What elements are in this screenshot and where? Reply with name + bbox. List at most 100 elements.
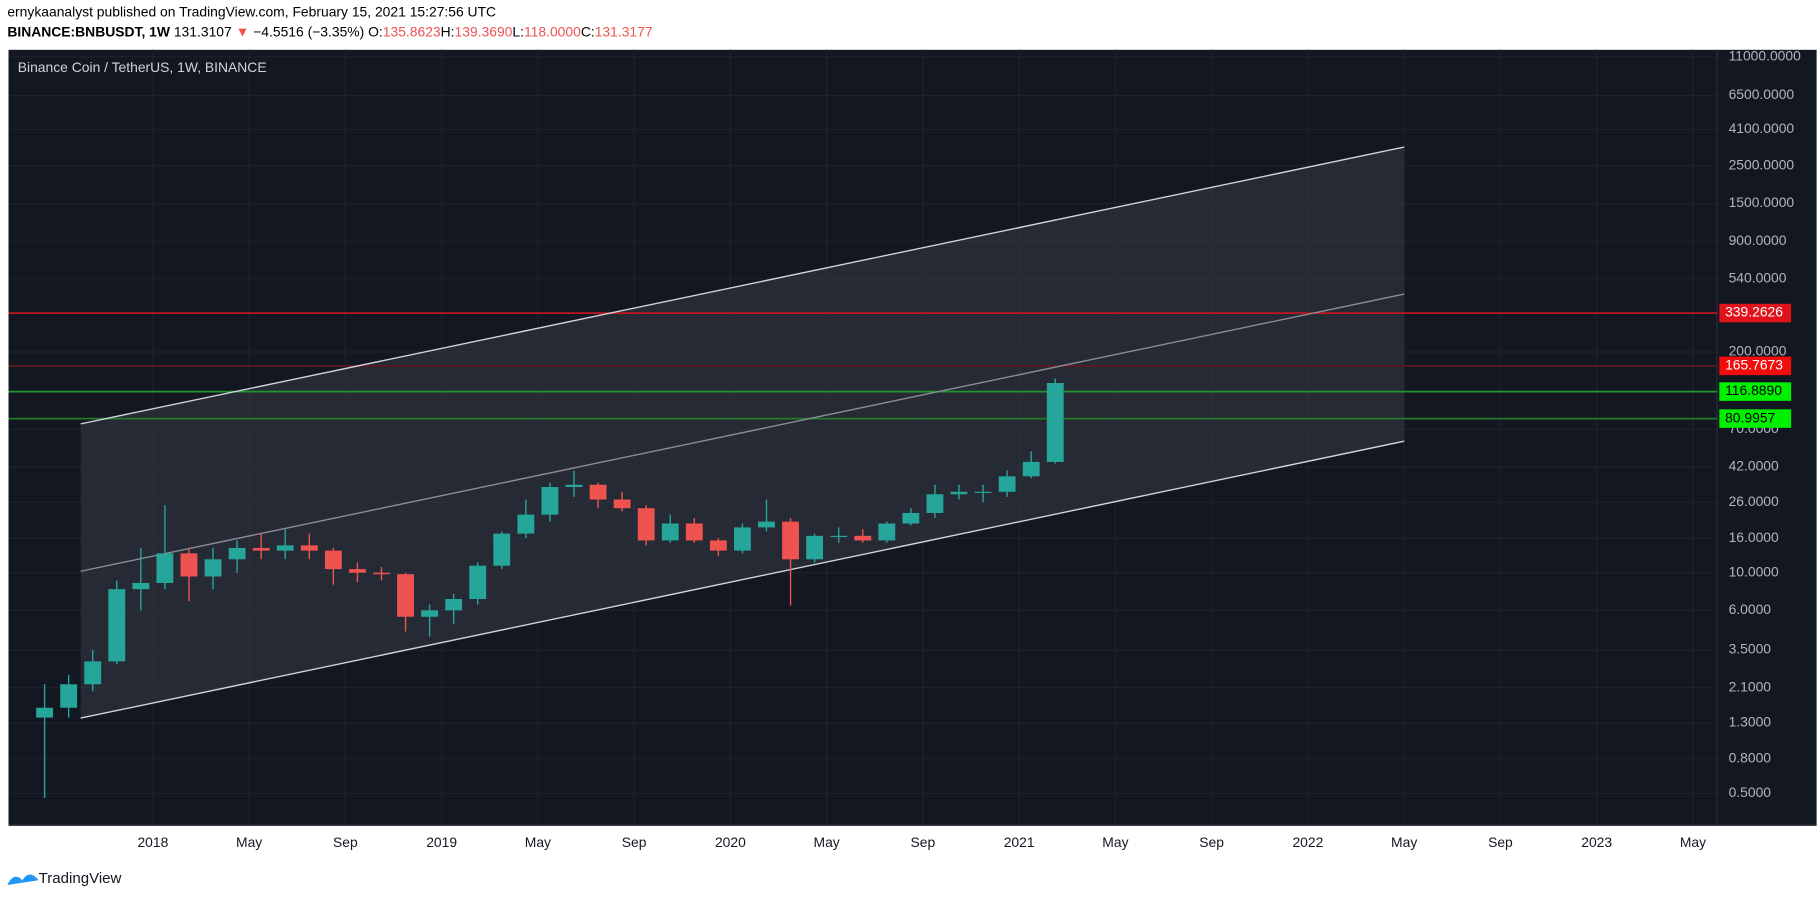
- y-tick-label: 0.5000: [1729, 784, 1772, 800]
- candle-body: [1022, 461, 1040, 477]
- x-tick-label: 2022: [1292, 834, 1323, 850]
- candle-body: [830, 535, 848, 537]
- candle-body: [60, 684, 78, 708]
- y-tick-label: 6500.0000: [1729, 86, 1795, 102]
- x-tick-label: 2023: [1581, 834, 1612, 850]
- candle-body: [156, 553, 174, 583]
- x-tick-label: 2020: [715, 834, 746, 850]
- header-line: BINANCE:BNBUSDT, 1W 131.3107 ▼ −4.5516 (…: [7, 23, 653, 39]
- x-tick-label: 2019: [426, 834, 457, 850]
- candle-body: [373, 572, 390, 575]
- candle-body: [758, 521, 775, 528]
- ohlc-value: 131.3177: [595, 23, 653, 39]
- level-label-box: [1719, 409, 1792, 428]
- candle-body: [806, 535, 824, 560]
- x-tick-label: 2018: [137, 834, 168, 850]
- candle-body: [782, 521, 799, 560]
- y-tick-label: 0.8000: [1729, 749, 1772, 765]
- x-tick-label: Sep: [333, 834, 358, 850]
- x-tick-label: May: [814, 834, 840, 850]
- x-tick-label: Sep: [622, 834, 647, 850]
- candle-body: [180, 553, 198, 577]
- level-label: 80.9957: [1725, 409, 1775, 425]
- candle-body: [734, 527, 751, 551]
- candle-body: [493, 533, 511, 566]
- ohlc-value: 135.8623: [383, 23, 441, 39]
- brand: TradingView: [39, 870, 122, 887]
- x-tick-label: May: [1680, 834, 1706, 850]
- y-tick-label: 10.0000: [1729, 563, 1779, 579]
- x-tick-label: Sep: [1199, 834, 1224, 850]
- candle-body: [421, 610, 439, 617]
- candle-body: [348, 569, 366, 573]
- trendline: [80, 293, 1405, 572]
- candle-body: [228, 547, 246, 560]
- trendline: [80, 146, 1405, 425]
- candle-body: [276, 545, 294, 551]
- y-tick-label: 900.0000: [1729, 232, 1787, 248]
- plot: 2018 May Sep 2019 May Sep 2020 May Sep 2021 May Sep…: [8, 47, 1817, 850]
- candle-body: [1046, 383, 1064, 462]
- level-label: 339.2626: [1725, 304, 1783, 320]
- candle-body: [926, 494, 944, 513]
- x-tick-label: May: [1102, 834, 1128, 850]
- candle-body: [565, 484, 583, 488]
- y-tick-label: 11000.0000: [1729, 47, 1802, 63]
- y-tick-label: 16.0000: [1729, 529, 1779, 545]
- change: −4.5516 (−3.35%): [253, 23, 364, 39]
- symbol: BINANCE:BNBUSDT, 1W: [7, 23, 171, 39]
- candle-body: [84, 661, 102, 685]
- ohlc-key: H:: [441, 23, 455, 39]
- candle-body: [637, 508, 655, 541]
- level-label-box: [1719, 303, 1792, 323]
- y-tick-label: 2500.0000: [1729, 157, 1795, 173]
- candle-body: [324, 550, 342, 570]
- candle-body: [661, 523, 679, 541]
- y-tick-label: 3.5000: [1729, 641, 1772, 657]
- trendline: [80, 440, 1405, 719]
- candle-body: [854, 535, 872, 541]
- candle-body: [204, 559, 222, 577]
- ohlc-key: O:: [368, 23, 383, 39]
- y-tick-label: 540.0000: [1729, 270, 1787, 286]
- y-tick-label: 26.0000: [1729, 493, 1779, 509]
- byline: ernykaanalyst published on TradingView.c…: [7, 3, 496, 19]
- arrow: ▼: [236, 23, 250, 39]
- candle-body: [709, 540, 727, 551]
- candle-body: [108, 589, 126, 662]
- candle-body: [132, 582, 150, 590]
- y-tick-label: 4100.0000: [1729, 120, 1795, 136]
- ohlc-key: C:: [581, 23, 595, 39]
- candle-body: [300, 545, 318, 551]
- last-price: 131.3107: [174, 23, 232, 39]
- y-tick-label: 42.0000: [1729, 458, 1779, 474]
- x-tick-label: 2021: [1004, 834, 1035, 850]
- level-label-box: [1719, 382, 1792, 401]
- y-tick-label: 200.0000: [1729, 343, 1787, 359]
- logo-icon: [7, 874, 39, 885]
- logo: [7, 874, 39, 885]
- x-tick-label: May: [1391, 834, 1417, 850]
- x-tick-label: Sep: [1488, 834, 1513, 850]
- candle-body: [36, 707, 54, 718]
- candle-body: [902, 512, 920, 524]
- y-tick-label: 1500.0000: [1729, 194, 1795, 210]
- candle-body: [974, 491, 992, 493]
- y-tick-label: 1.3000: [1729, 714, 1772, 730]
- candle-body: [397, 574, 414, 617]
- y-tick-label: 2.1000: [1729, 678, 1772, 694]
- chart-title: Binance Coin / TetherUS, 1W, BINANCE: [18, 59, 267, 75]
- candle-body: [589, 484, 607, 500]
- candle-body: [252, 547, 270, 551]
- level-label-box: [1719, 356, 1792, 376]
- ohlc-value: 118.0000: [524, 23, 581, 39]
- x-tick-label: May: [525, 834, 551, 850]
- candle-body: [469, 565, 487, 599]
- x-tick-label: May: [236, 834, 262, 850]
- candle-body: [445, 598, 463, 611]
- candle-body: [541, 487, 559, 515]
- level-label: 116.8890: [1725, 382, 1782, 398]
- candle-body: [517, 514, 535, 534]
